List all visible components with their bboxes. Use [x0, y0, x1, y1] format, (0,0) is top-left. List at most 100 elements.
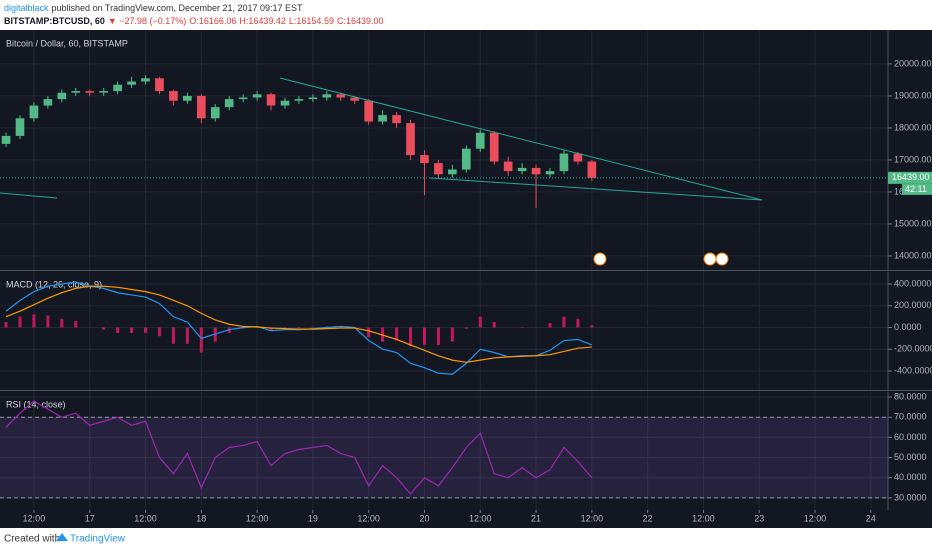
histogram-bar: [548, 323, 552, 328]
histogram-bar: [18, 316, 22, 328]
y-tick-label: 15000.00: [894, 218, 932, 228]
y-tick-label: 200.0000: [894, 300, 932, 310]
y-tick-label: 17000.00: [894, 154, 932, 164]
histogram-bar: [409, 327, 413, 346]
candle-body: [531, 167, 541, 175]
candle-body: [378, 115, 387, 122]
brand-logo: [56, 533, 68, 541]
candle-body: [113, 84, 122, 92]
published: published on TradingView.com, December 2…: [52, 3, 303, 13]
y-tick-label: 30.0000: [894, 492, 927, 502]
histogram-bar: [144, 327, 148, 333]
histogram-bar: [297, 327, 301, 329]
histogram-bar: [464, 327, 468, 329]
candle-body: [1, 135, 11, 144]
histogram-bar: [102, 327, 106, 330]
x-tick-label: 24: [866, 513, 876, 523]
candle-body: [99, 91, 109, 93]
candle-body: [210, 107, 220, 119]
histogram-bar: [590, 325, 594, 328]
candle-body: [573, 153, 583, 162]
price-label: 16439.00: [892, 172, 930, 182]
symbol: BITSTAMP:BTCUSD, 60: [4, 16, 105, 26]
candle-body: [196, 95, 206, 119]
rsi-line: [5, 400, 593, 495]
x-tick-label: 22: [643, 513, 653, 523]
trend-line[interactable]: [279, 77, 763, 201]
candle-body: [43, 99, 53, 106]
candle-body: [420, 155, 429, 164]
histogram-bar: [74, 320, 78, 328]
candle-body: [322, 94, 332, 98]
histogram-bar: [367, 327, 371, 338]
candle-body: [238, 97, 248, 100]
countdown: 42:11: [905, 184, 927, 194]
candle-body: [406, 123, 415, 156]
y-tick-label: 50.0000: [894, 452, 927, 462]
candle-body: [15, 118, 25, 136]
ohlc: O:16166.06: [189, 16, 236, 26]
histogram-bar: [422, 327, 426, 345]
y-tick-label: -400.0000: [894, 365, 932, 375]
candle-body: [294, 99, 304, 101]
candle-body: [559, 153, 569, 172]
candle-body: [308, 97, 318, 100]
candle-body: [489, 132, 499, 162]
change: ▼ −27.98 (−0.17%): [108, 16, 186, 26]
x-tick-label: 12:00: [692, 513, 715, 523]
candle-body: [155, 78, 164, 92]
header-line: digitalblack published on TradingView.com…: [4, 3, 303, 13]
x-tick-label: 12:00: [469, 513, 492, 523]
candle-body: [169, 91, 178, 101]
candle-body: [266, 94, 276, 106]
trend-line[interactable]: [0, 192, 58, 199]
histogram-bar: [311, 326, 315, 328]
candle-body: [475, 132, 485, 149]
y-tick-label: 400.0000: [894, 278, 932, 288]
header-bg: [0, 0, 932, 30]
candle-body: [280, 100, 290, 106]
candle-body: [127, 81, 136, 85]
histogram-bar: [130, 327, 134, 333]
candle-body: [461, 148, 471, 170]
event-icon[interactable]: [703, 252, 717, 266]
trend-line[interactable]: [429, 177, 763, 201]
symbol-line: BITSTAMP:BTCUSD, 60 ▼ −27.98 (−0.17%) O:16…: [4, 16, 384, 26]
footer-text: Created with: [4, 534, 60, 545]
candle-body: [252, 94, 262, 98]
histogram-bar: [478, 316, 482, 328]
y-tick-label: -200.0000: [894, 344, 932, 354]
histogram-bar: [185, 327, 189, 344]
author[interactable]: digitalblack: [4, 3, 49, 13]
ohlc: L:16154.59: [289, 16, 334, 26]
rsi-band: [0, 417, 888, 498]
chart-bg: [0, 30, 932, 528]
x-tick-label: 12:00: [134, 513, 157, 523]
candle-body: [587, 161, 597, 178]
event-icon[interactable]: [715, 252, 729, 266]
candle-body: [434, 163, 443, 175]
pane-title: MACD (12, 26, close, 9): [6, 279, 102, 289]
candle-body: [503, 161, 513, 172]
histogram-bar: [171, 327, 175, 344]
y-tick-label: 40.0000: [894, 472, 927, 482]
y-tick-label: 19000.00: [894, 90, 932, 100]
event-icon[interactable]: [593, 252, 607, 266]
x-tick-label: 12:00: [23, 513, 46, 523]
y-tick-label: 0.0000: [894, 322, 922, 332]
histogram-bar: [436, 327, 440, 345]
brand[interactable]: TradingView: [70, 534, 126, 545]
histogram-bar: [32, 314, 36, 328]
histogram-bar: [576, 318, 580, 328]
ohlc: C:16439.00: [337, 16, 384, 26]
histogram-bar: [395, 327, 399, 341]
candle-body: [336, 94, 346, 98]
histogram-bar: [46, 315, 50, 328]
histogram-bar: [269, 327, 273, 331]
price-label-bg: [888, 171, 932, 184]
candle-body: [57, 92, 67, 100]
histogram-bar: [492, 322, 496, 328]
candle-body: [85, 91, 95, 93]
candle-body: [71, 91, 81, 93]
